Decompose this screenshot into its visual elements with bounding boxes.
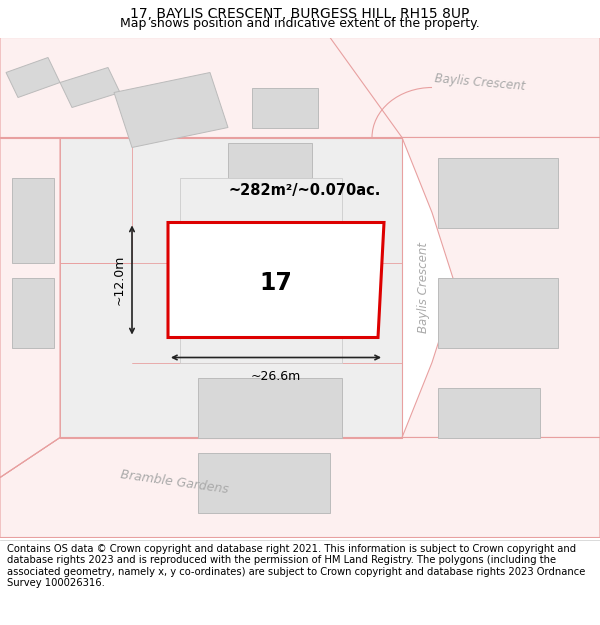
Polygon shape bbox=[12, 278, 54, 348]
Polygon shape bbox=[198, 452, 330, 512]
Text: Baylis Crescent: Baylis Crescent bbox=[417, 242, 430, 333]
Polygon shape bbox=[198, 378, 342, 438]
Text: Baylis Crescent: Baylis Crescent bbox=[434, 72, 526, 93]
Text: Bramble Gardens: Bramble Gardens bbox=[120, 469, 230, 496]
Text: ~12.0m: ~12.0m bbox=[113, 255, 126, 305]
Polygon shape bbox=[438, 278, 558, 348]
Text: ~282m²/~0.070ac.: ~282m²/~0.070ac. bbox=[228, 182, 380, 198]
Polygon shape bbox=[60, 68, 120, 108]
Polygon shape bbox=[180, 177, 342, 362]
Polygon shape bbox=[300, 38, 600, 138]
Text: 17: 17 bbox=[260, 271, 292, 294]
Text: ~26.6m: ~26.6m bbox=[251, 370, 301, 383]
Text: 17, BAYLIS CRESCENT, BURGESS HILL, RH15 8UP: 17, BAYLIS CRESCENT, BURGESS HILL, RH15 … bbox=[130, 8, 470, 21]
Polygon shape bbox=[0, 138, 60, 478]
Polygon shape bbox=[438, 158, 558, 228]
Text: Contains OS data © Crown copyright and database right 2021. This information is : Contains OS data © Crown copyright and d… bbox=[7, 544, 586, 588]
Polygon shape bbox=[0, 438, 600, 538]
Polygon shape bbox=[0, 38, 600, 538]
Polygon shape bbox=[60, 138, 402, 438]
Polygon shape bbox=[402, 138, 600, 438]
Polygon shape bbox=[6, 58, 60, 98]
Polygon shape bbox=[114, 72, 228, 148]
Polygon shape bbox=[252, 88, 318, 128]
Polygon shape bbox=[168, 222, 384, 338]
Polygon shape bbox=[12, 177, 54, 262]
Polygon shape bbox=[228, 142, 312, 177]
Text: Map shows position and indicative extent of the property.: Map shows position and indicative extent… bbox=[120, 17, 480, 30]
Polygon shape bbox=[438, 388, 540, 438]
Polygon shape bbox=[0, 38, 402, 138]
